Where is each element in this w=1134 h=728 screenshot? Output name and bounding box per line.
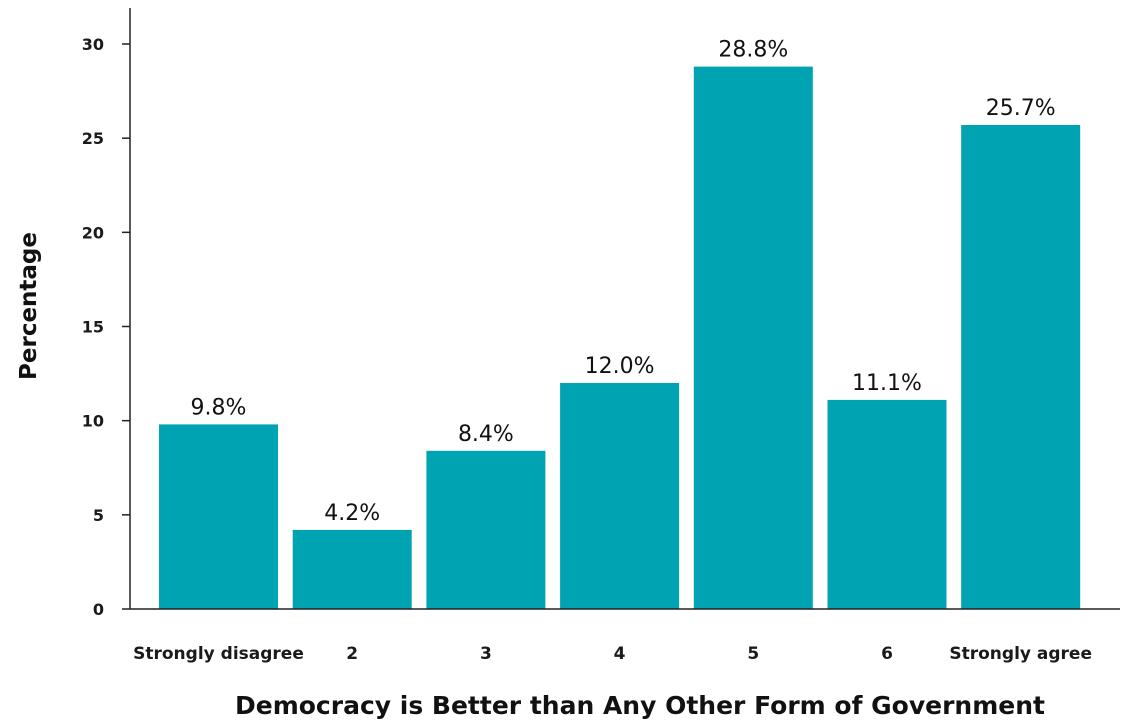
y-tick-label: 25	[82, 129, 104, 148]
bar	[961, 125, 1081, 609]
x-category-label: 2	[346, 644, 358, 664]
x-category-label: Strongly agree	[949, 644, 1092, 664]
bar-value-label: 25.7%	[986, 96, 1056, 121]
bar	[693, 66, 813, 610]
x-category-label: 3	[480, 644, 492, 664]
y-tick-label: 10	[82, 412, 104, 431]
y-tick-label: 0	[93, 600, 104, 619]
bar	[827, 399, 947, 609]
bar-value-label: 4.2%	[324, 501, 380, 526]
y-tick-label: 30	[82, 35, 104, 54]
bar-value-label: 12.0%	[585, 354, 655, 379]
bars	[159, 66, 1081, 610]
bar	[426, 450, 546, 609]
x-category-label: 4	[614, 644, 626, 664]
bar	[159, 424, 278, 609]
y-axis: 0 5 10 15 20 25 30	[82, 8, 131, 619]
bar	[560, 383, 680, 609]
data-labels: 9.8% 4.2% 8.4% 12.0% 28.8% 11.1% 25.7%	[191, 38, 1056, 526]
y-axis-title: Percentage	[16, 232, 42, 380]
bar-value-label: 28.8%	[718, 38, 788, 63]
x-axis-title: Democracy is Better than Any Other Form …	[235, 691, 1045, 720]
x-axis: Strongly disagree 2 3 4 5 6 Strongly agree	[130, 608, 1120, 664]
x-category-label: 6	[881, 644, 893, 664]
bar-value-label: 8.4%	[458, 422, 514, 447]
x-category-label: Strongly disagree	[133, 644, 304, 664]
y-tick-label: 5	[93, 506, 104, 525]
bar-value-label: 9.8%	[191, 395, 247, 420]
bar-value-label: 11.1%	[852, 371, 922, 396]
y-tick-label: 15	[82, 318, 104, 337]
x-category-label: 5	[747, 644, 759, 664]
y-tick-label: 20	[82, 223, 104, 242]
bar	[292, 529, 412, 609]
